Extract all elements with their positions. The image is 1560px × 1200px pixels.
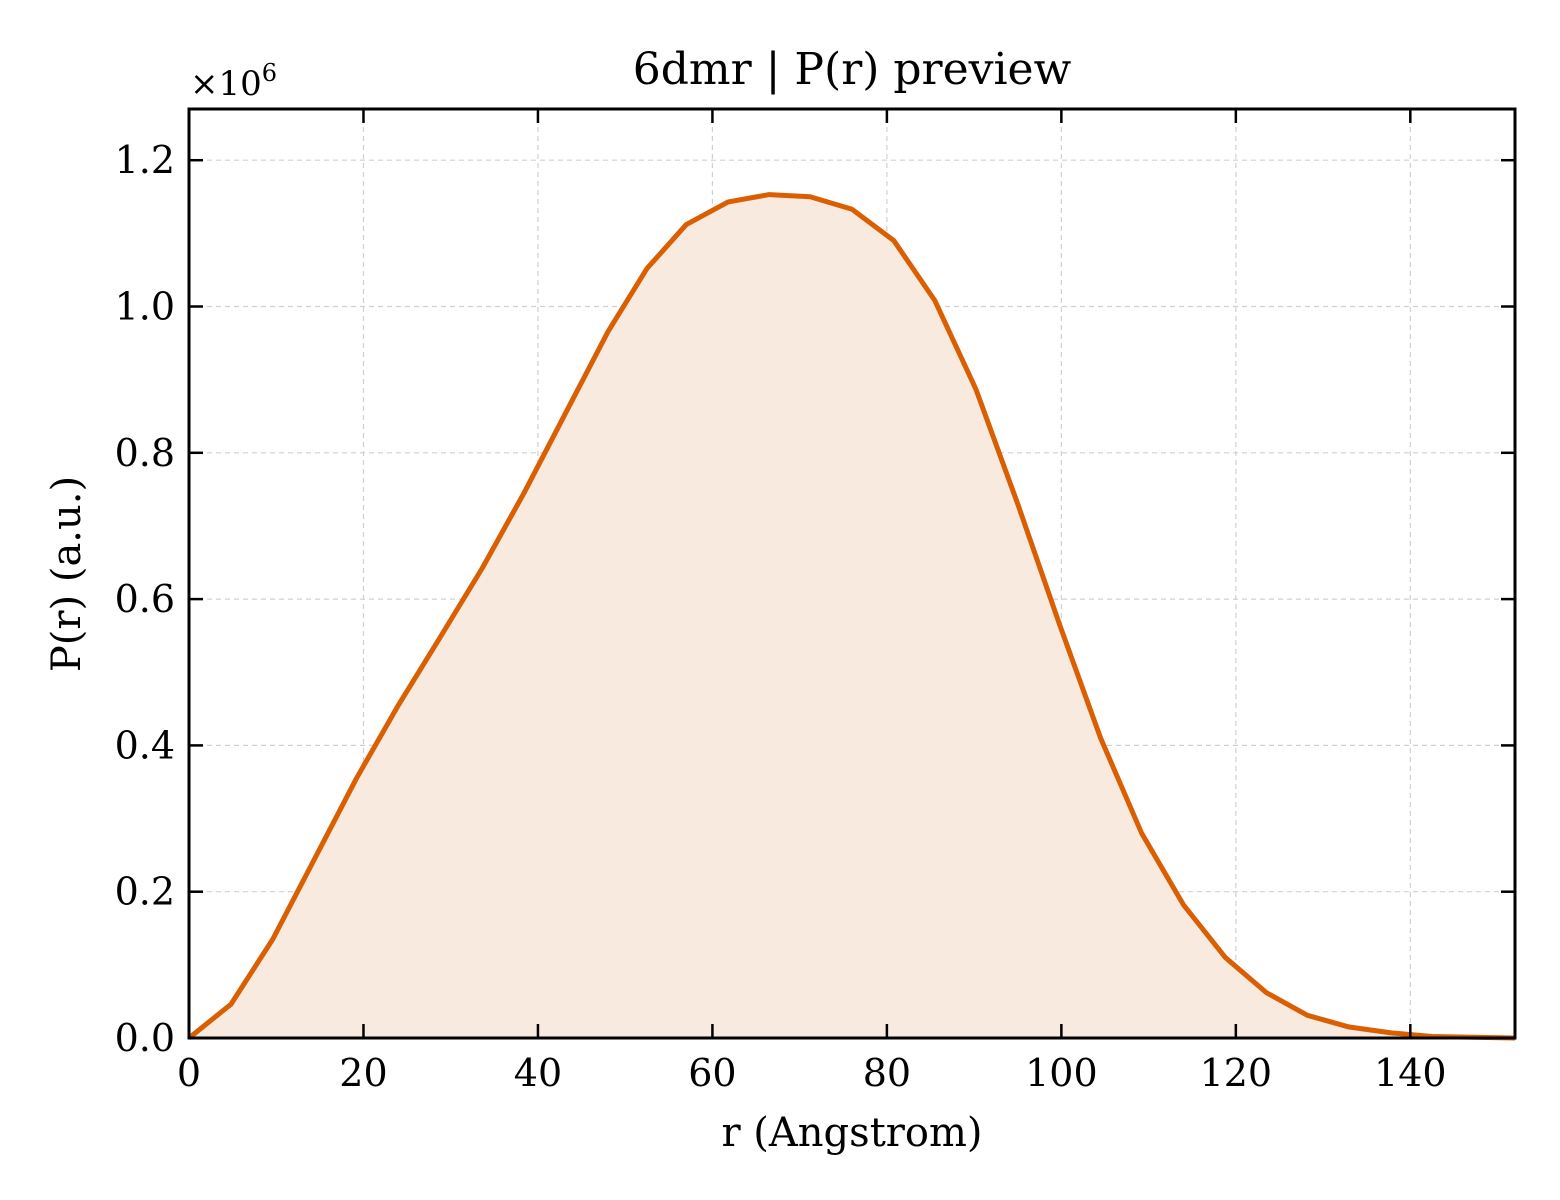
y-axis-multiplier-base: ×10 xyxy=(190,64,262,104)
series-line xyxy=(187,192,1516,1041)
y-tick-label: 0.4 xyxy=(115,723,175,767)
y-tick-label: 0.0 xyxy=(115,1016,175,1060)
x-tick-label: 0 xyxy=(177,1051,201,1095)
x-tick-label: 80 xyxy=(863,1051,911,1095)
x-axis-ticks: 0 20 40 60 80 100 120 140 xyxy=(177,109,1447,1095)
chart-title: 6dmr | P(r) preview xyxy=(633,44,1072,95)
y-axis-ticks: 0.0 0.2 0.4 0.6 0.8 1.0 1.2 xyxy=(115,138,1515,1060)
area-fill xyxy=(189,194,1515,1039)
x-tick-label: 120 xyxy=(1200,1051,1273,1095)
y-tick-label: 1.0 xyxy=(115,285,175,329)
y-tick-label: 0.2 xyxy=(115,870,175,914)
x-tick-label: 60 xyxy=(688,1051,736,1095)
y-tick-label: 0.6 xyxy=(115,577,175,621)
x-tick-label: 100 xyxy=(1025,1051,1098,1095)
y-axis-multiplier-exponent: 6 xyxy=(262,59,277,87)
x-axis-label: r (Angstrom) xyxy=(721,1110,982,1156)
y-axis-label: P(r) (a.u.) xyxy=(44,476,90,672)
plot-frame xyxy=(187,107,1517,1040)
y-tick-label: 1.2 xyxy=(115,138,175,182)
y-tick-label: 0.8 xyxy=(115,431,175,475)
x-tick-label: 140 xyxy=(1374,1051,1447,1095)
x-tick-label: 20 xyxy=(339,1051,387,1095)
y-axis-multiplier: ×106 xyxy=(190,59,277,104)
x-tick-label: 40 xyxy=(514,1051,562,1095)
